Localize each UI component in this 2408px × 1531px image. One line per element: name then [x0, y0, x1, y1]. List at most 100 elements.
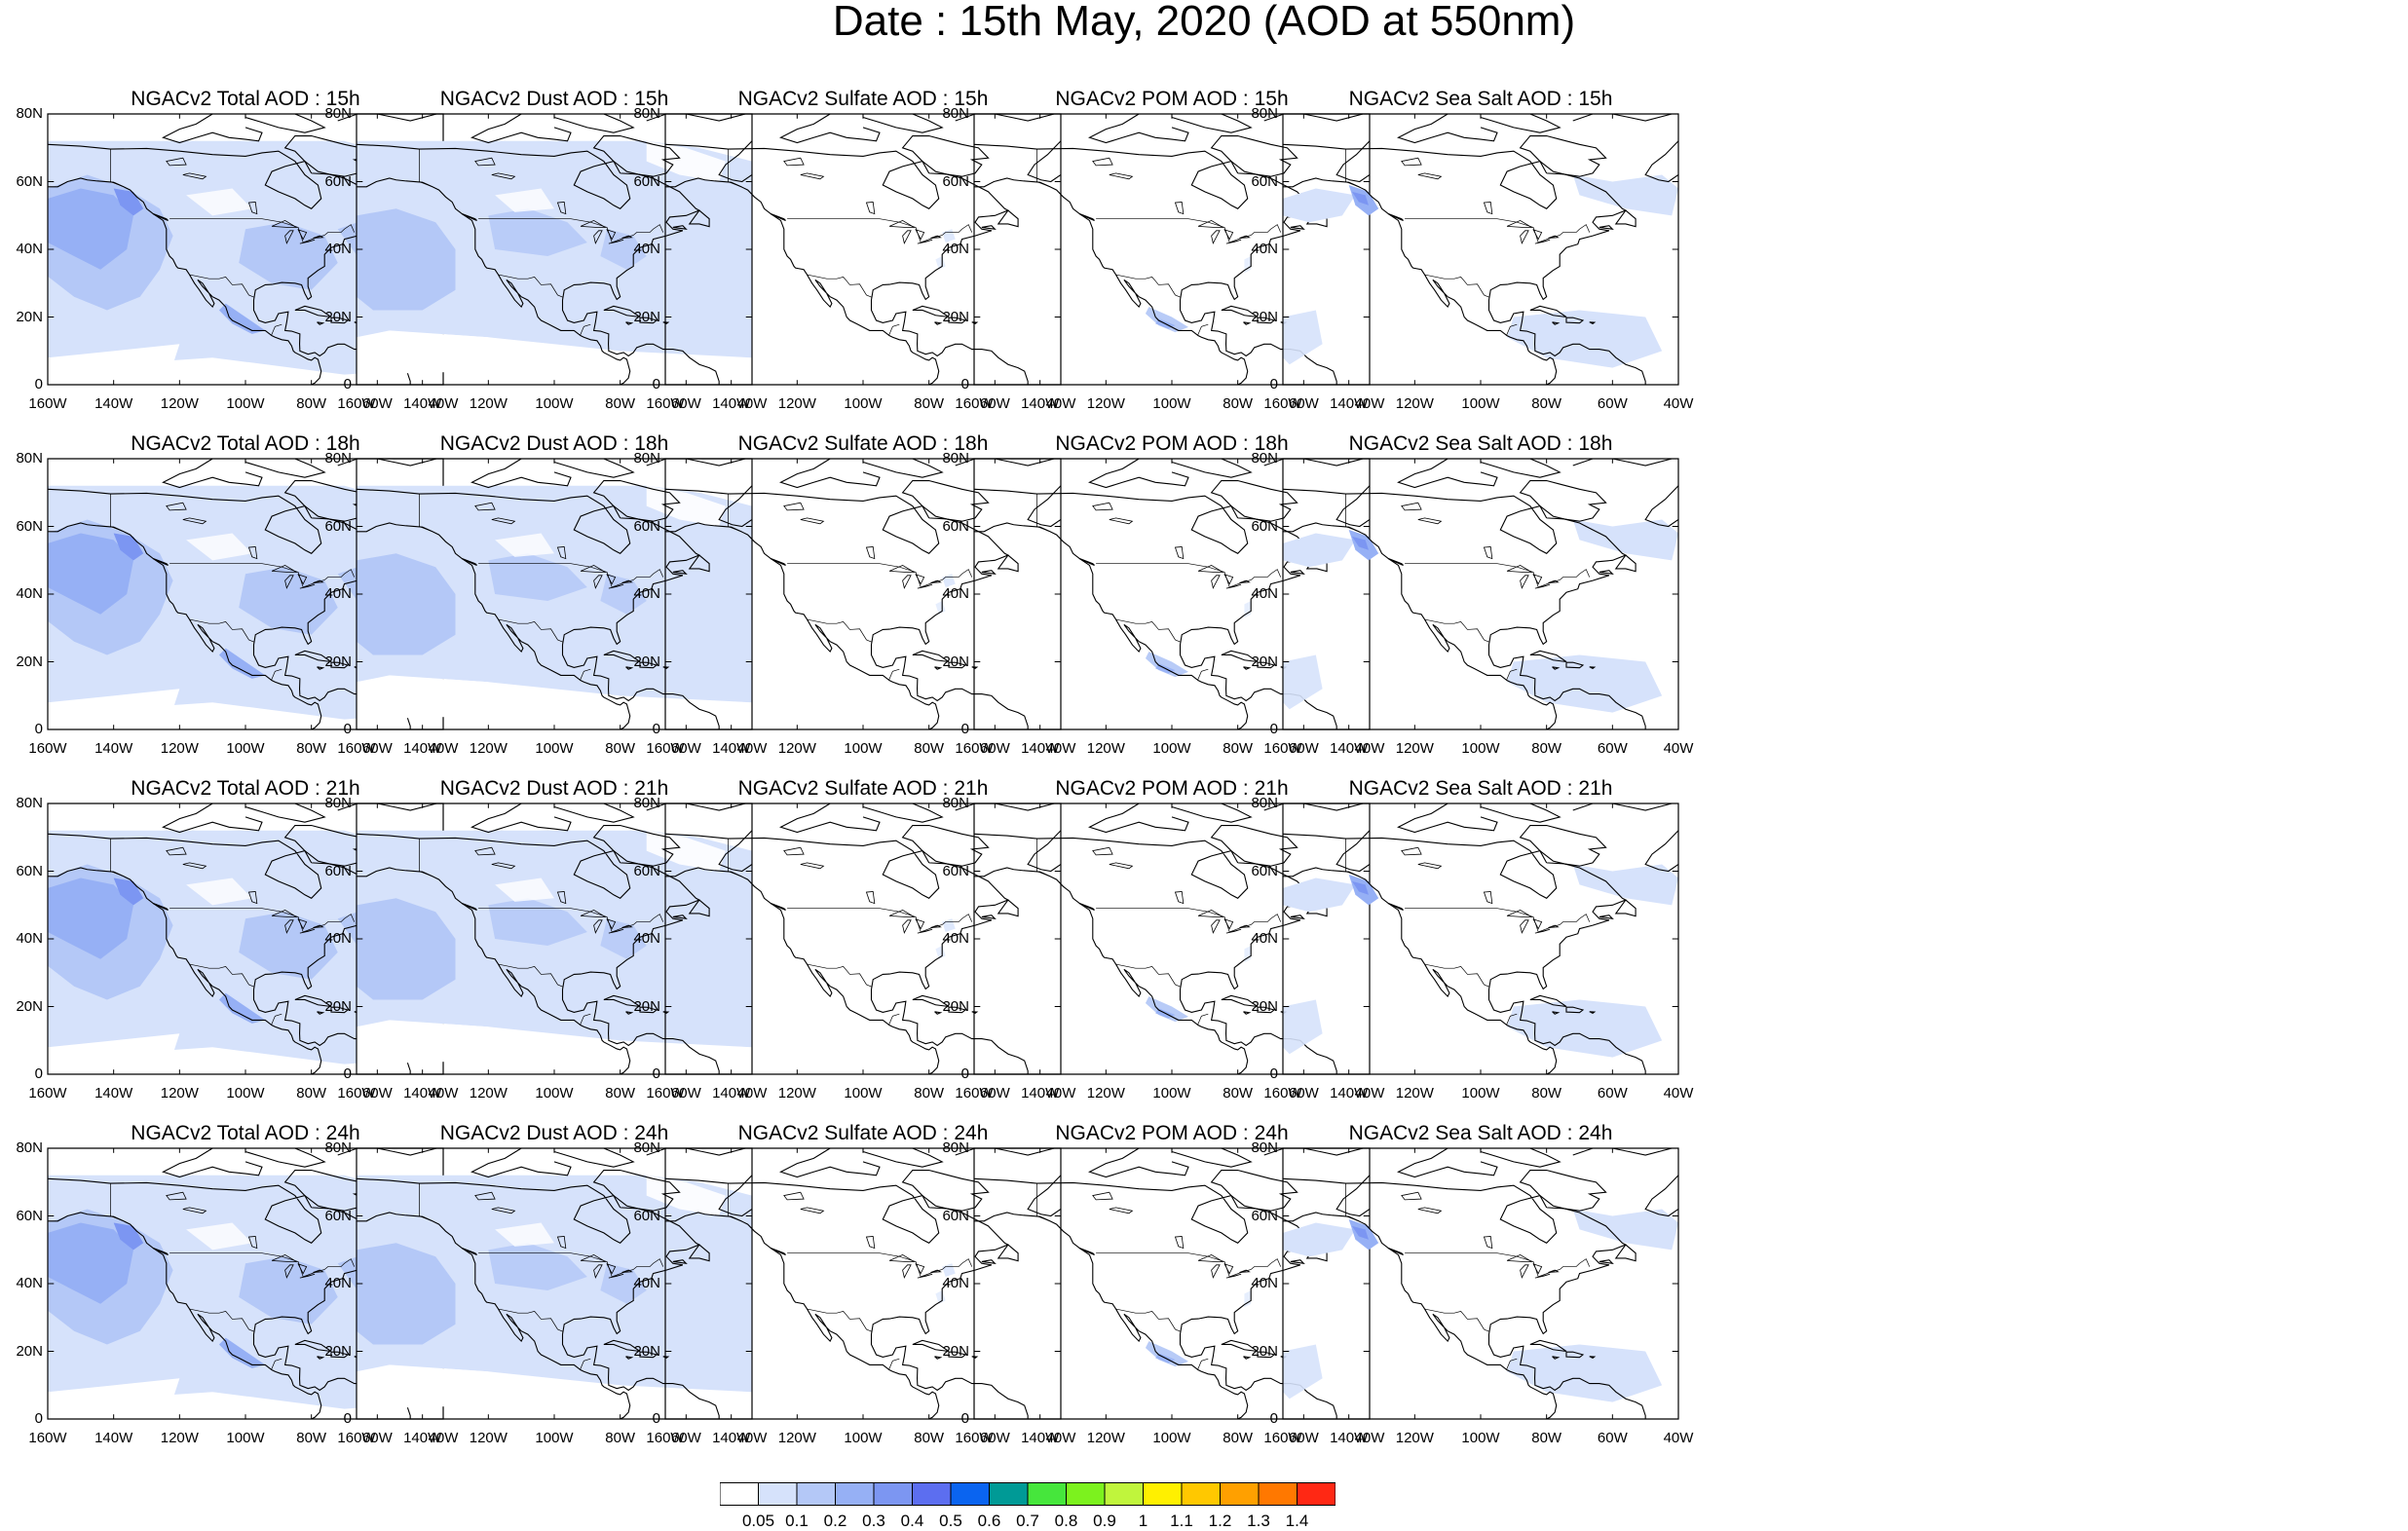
- lat-tick-label: 80N: [16, 450, 43, 467]
- lake-outline: [607, 230, 615, 240]
- coastline: [913, 306, 949, 317]
- political-border: [1116, 964, 1181, 987]
- lon-tick-label: 160W: [955, 1430, 994, 1446]
- coastline: [982, 1260, 996, 1264]
- lon-tick-label: 100W: [844, 1430, 883, 1446]
- lat-tick-label: 60N: [324, 517, 352, 535]
- aod-shade: [357, 898, 456, 1000]
- coastline: [48, 1213, 321, 1419]
- lon-tick-label: 140W: [403, 395, 442, 412]
- lake-outline: [930, 236, 940, 238]
- lat-tick-label: 60N: [633, 172, 660, 190]
- lat-tick-label: 80N: [324, 795, 352, 811]
- coastline: [1481, 459, 1560, 477]
- coastline: [913, 651, 949, 661]
- map-panel-sulfate: NGACv2 Sulfate AOD : 18h 80N 60N 40N 20N 0 160…: [618, 432, 1075, 764]
- political-border: [1405, 564, 1590, 587]
- political-border: [169, 1253, 355, 1277]
- coastline: [974, 489, 1336, 729]
- coastline: [1573, 459, 1678, 466]
- lon-tick-label: 140W: [712, 1085, 751, 1102]
- lon-tick-label: 160W: [646, 395, 685, 412]
- aod-colorbar: [720, 1482, 1336, 1506]
- lon-tick-label: 80W: [605, 395, 636, 412]
- coastline: [665, 523, 939, 729]
- coastline: [949, 662, 965, 668]
- colorbar-swatch: [1220, 1482, 1260, 1506]
- coastline: [665, 868, 939, 1074]
- lon-tick-label: 60W: [979, 740, 1010, 757]
- lat-tick-label: 20N: [16, 1342, 43, 1360]
- lat-tick-label: 0: [1269, 376, 1278, 392]
- lon-tick-label: 140W: [94, 395, 133, 412]
- lat-tick-label: 20N: [942, 308, 969, 325]
- aod-map: [1283, 114, 1678, 385]
- lake-outline: [784, 847, 804, 855]
- aod-shade: [239, 567, 338, 635]
- lon-tick-label: 160W: [28, 395, 67, 412]
- coastline: [974, 1178, 1336, 1419]
- coastline: [1283, 144, 1645, 385]
- panel-title: NGACv2 Sea Salt AOD : 18h: [1348, 432, 1613, 455]
- lake-outline: [1402, 158, 1421, 166]
- lon-tick-label: 160W: [1263, 740, 1302, 757]
- lake-outline: [621, 925, 631, 927]
- lon-tick-label: 40W: [1045, 1430, 1076, 1446]
- lon-tick-label: 100W: [226, 395, 265, 412]
- lake-outline: [607, 919, 615, 929]
- lon-tick-label: 120W: [160, 395, 199, 412]
- lat-tick-label: 0: [652, 1065, 660, 1082]
- map-panel-dust: NGACv2 Dust AOD : 15h 80N 60N 40N 20N 0 160W 14…: [309, 88, 767, 419]
- coastline: [982, 226, 996, 230]
- aod-shade: [186, 188, 252, 216]
- lake-outline: [918, 1274, 932, 1278]
- lat-tick-label: 60N: [633, 1207, 660, 1224]
- lon-tick-label: 40W: [736, 395, 768, 412]
- lake-outline: [557, 546, 565, 558]
- lat-tick-label: 60N: [324, 1207, 352, 1224]
- lake-outline: [1402, 1192, 1421, 1200]
- map-frame: [357, 803, 752, 1074]
- lon-tick-label: 80W: [1223, 1430, 1254, 1446]
- lat-tick-label: 0: [960, 1410, 969, 1427]
- coastline: [780, 459, 880, 488]
- aod-shade: [357, 208, 456, 311]
- coastline: [1521, 136, 1606, 177]
- coastline: [903, 1171, 989, 1212]
- lake-outline: [313, 236, 322, 238]
- coastline: [245, 114, 324, 132]
- lake-outline: [1224, 230, 1232, 240]
- coastline: [594, 826, 680, 867]
- lake-outline: [1418, 863, 1442, 869]
- lon-tick-label: 60W: [670, 395, 701, 412]
- aod-map: [1283, 1148, 1678, 1419]
- lat-tick-label: 20N: [16, 997, 43, 1015]
- lon-tick-label: 140W: [1021, 740, 1060, 757]
- aod-map: [1283, 803, 1678, 1074]
- coastline: [640, 1352, 657, 1358]
- political-border: [888, 1359, 899, 1370]
- aod-shade: [218, 1337, 266, 1368]
- lake-outline: [1212, 231, 1220, 243]
- lat-tick-label: 60N: [16, 172, 43, 190]
- coastline: [863, 459, 942, 477]
- political-border: [728, 182, 741, 187]
- political-border: [1036, 527, 1050, 532]
- lat-tick-label: 0: [343, 376, 352, 392]
- lon-tick-label: 80W: [605, 1085, 636, 1102]
- political-border: [1036, 182, 1050, 187]
- aod-shade: [357, 1364, 489, 1409]
- coastline: [1566, 1007, 1583, 1013]
- lon-tick-label: 120W: [777, 740, 816, 757]
- coastline: [153, 1249, 168, 1255]
- lon-tick-label: 100W: [1461, 740, 1500, 757]
- page-title: Date : 15th May, 2020 (AOD at 550nm): [832, 0, 1576, 45]
- aod-map: [357, 1148, 752, 1419]
- coastline: [903, 481, 989, 522]
- lake-outline: [594, 231, 602, 243]
- coastline: [357, 834, 719, 1074]
- coastline: [1212, 481, 1298, 522]
- lat-tick-label: 80N: [633, 105, 660, 122]
- aod-shade: [1145, 307, 1188, 333]
- lat-tick-label: 0: [343, 1410, 352, 1427]
